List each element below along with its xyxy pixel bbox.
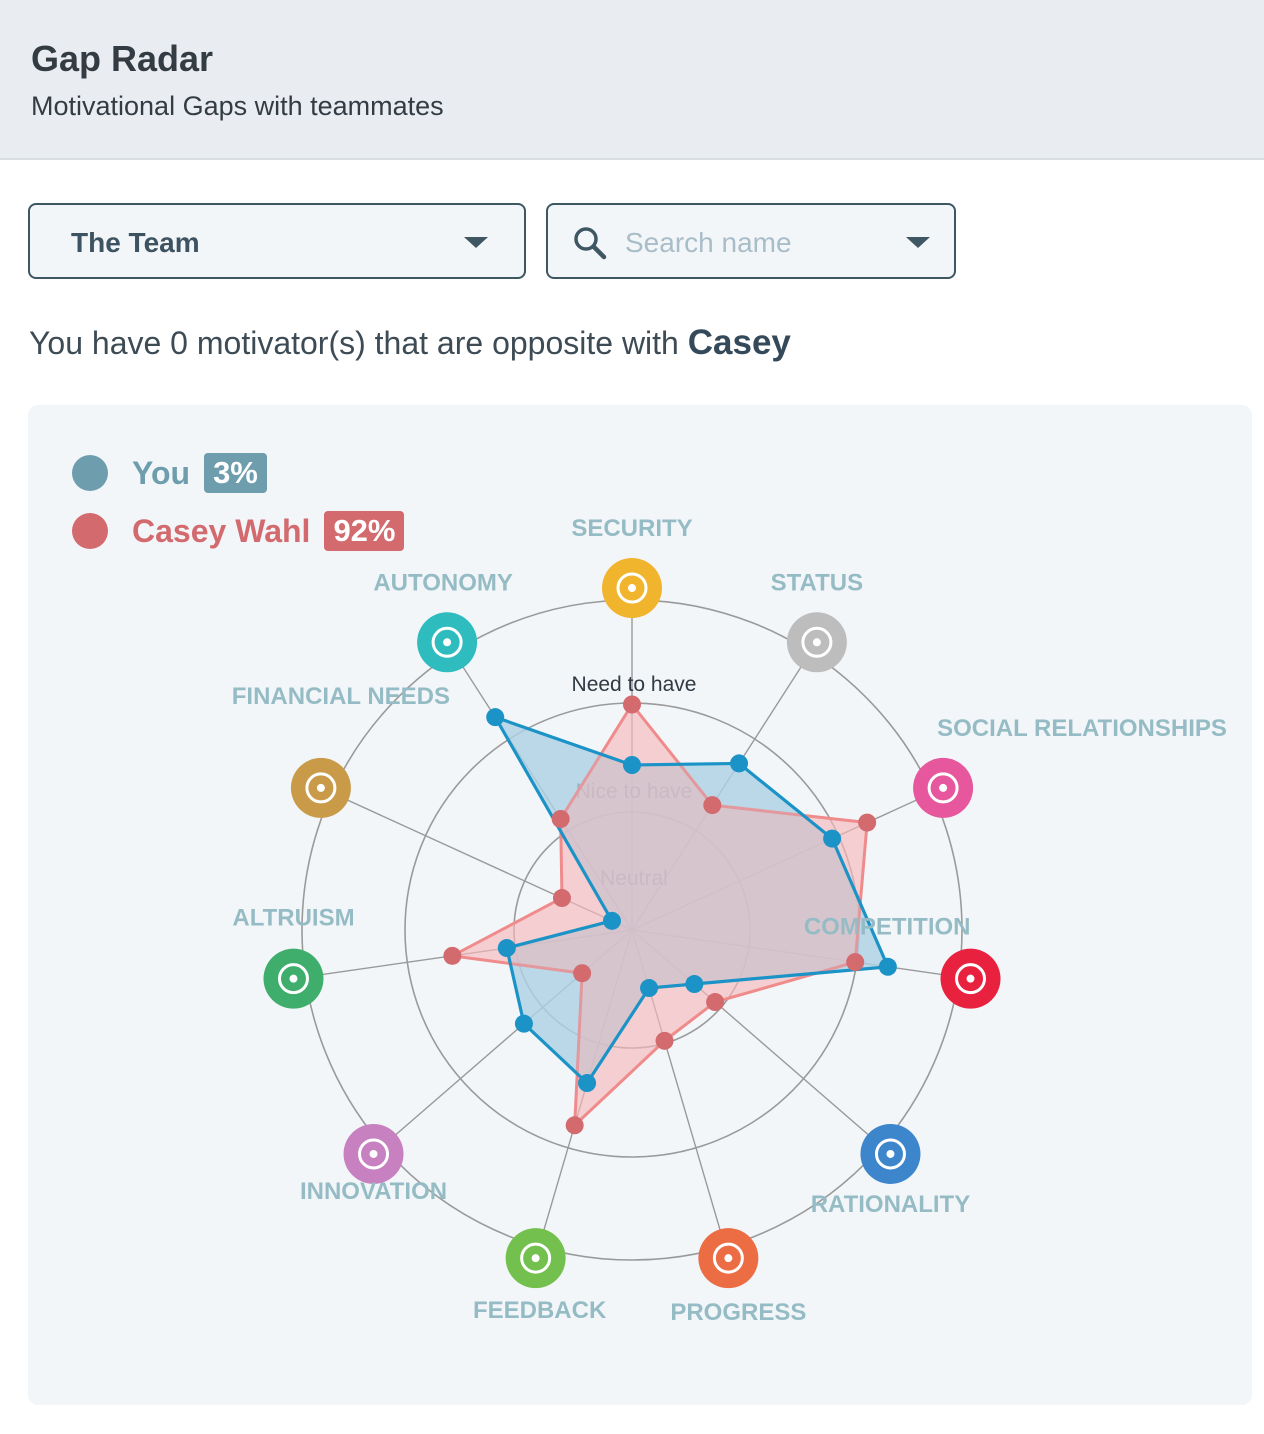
legend-badge-you: 3% — [204, 453, 267, 493]
data-point-casey — [655, 1031, 674, 1050]
search-input[interactable]: Search name — [625, 227, 792, 258]
data-point-casey — [565, 1116, 584, 1135]
pointing-hand-icon[interactable] — [505, 1228, 566, 1289]
crown-icon[interactable] — [786, 612, 847, 673]
axis-label: AUTONOMY — [373, 569, 513, 596]
data-point-casey — [846, 953, 865, 972]
legend-label-you: You — [132, 454, 191, 491]
team-select-value: The Team — [71, 227, 200, 258]
shield-check-icon[interactable] — [602, 558, 662, 618]
legend-item-casey[interactable]: Casey Wahl 92% — [72, 511, 405, 551]
legend-badge-casey: 92% — [324, 511, 405, 551]
fist-icon[interactable] — [940, 948, 1001, 1009]
axis-label: COMPETITION — [804, 914, 971, 941]
data-point-you — [578, 1074, 597, 1093]
data-point-casey — [551, 809, 570, 828]
ring-label: Need to have — [572, 673, 697, 696]
data-point-you — [486, 708, 505, 727]
summary-text: You have 0 motivator(s) that are opposit… — [29, 325, 688, 361]
axis-label: INNOVATION — [300, 1178, 447, 1205]
data-point-you — [497, 939, 516, 958]
data-point-casey — [573, 964, 592, 983]
data-point-you — [730, 754, 749, 773]
axis-label: PROGRESS — [670, 1299, 806, 1326]
legend-dot-casey — [72, 513, 108, 549]
data-point-casey — [443, 946, 462, 965]
axis-label: STATUS — [771, 569, 863, 596]
data-point-casey — [703, 796, 722, 815]
money-bag-icon[interactable] — [290, 757, 351, 818]
team-select[interactable]: The Team — [28, 203, 526, 279]
summary-name: Casey — [687, 323, 791, 362]
header: Gap Radar Motivational Gaps with teammat… — [0, 0, 1264, 160]
axis-label: SOCIAL RELATIONSHIPS — [937, 715, 1227, 742]
data-point-casey — [858, 813, 877, 832]
page-subtitle: Motivational Gaps with teammates — [31, 91, 444, 121]
chevron-down-icon — [906, 237, 930, 248]
axis-label: RATIONALITY — [811, 1191, 971, 1218]
series-line-you — [491, 714, 891, 1086]
data-point-you — [685, 975, 704, 994]
axis-label: FEEDBACK — [473, 1297, 607, 1324]
legend-item-you[interactable]: You 3% — [72, 453, 267, 493]
handshake-icon[interactable] — [913, 757, 974, 818]
people-icon[interactable] — [263, 948, 324, 1009]
data-point-you — [878, 957, 897, 976]
data-point-casey — [623, 695, 641, 714]
data-point-you — [623, 756, 641, 774]
data-point-you — [823, 829, 842, 848]
chevron-down-icon — [464, 237, 488, 248]
page-title: Gap Radar — [31, 38, 214, 79]
legend-dot-you — [72, 455, 108, 491]
axis-label: SECURITY — [571, 515, 692, 542]
data-point-you — [514, 1014, 533, 1033]
data-point-casey — [706, 993, 725, 1012]
kite-icon[interactable] — [417, 612, 478, 673]
data-point-casey — [552, 889, 571, 908]
lightbulb-icon[interactable] — [343, 1123, 404, 1184]
magnifier-icon[interactable] — [860, 1123, 921, 1184]
head-growth-icon[interactable] — [698, 1228, 759, 1289]
gap-summary: You have 0 motivator(s) that are opposit… — [29, 323, 791, 363]
series-area-casey — [447, 701, 869, 1129]
search-icon — [574, 227, 607, 260]
legend-label-casey: Casey Wahl — [132, 512, 311, 549]
data-point-you — [602, 911, 621, 930]
axis-label: ALTRUISM — [232, 905, 354, 932]
axis-label: FINANCIAL NEEDS — [232, 683, 450, 710]
search-name-select[interactable]: Search name — [546, 203, 956, 279]
data-point-you — [640, 979, 659, 998]
